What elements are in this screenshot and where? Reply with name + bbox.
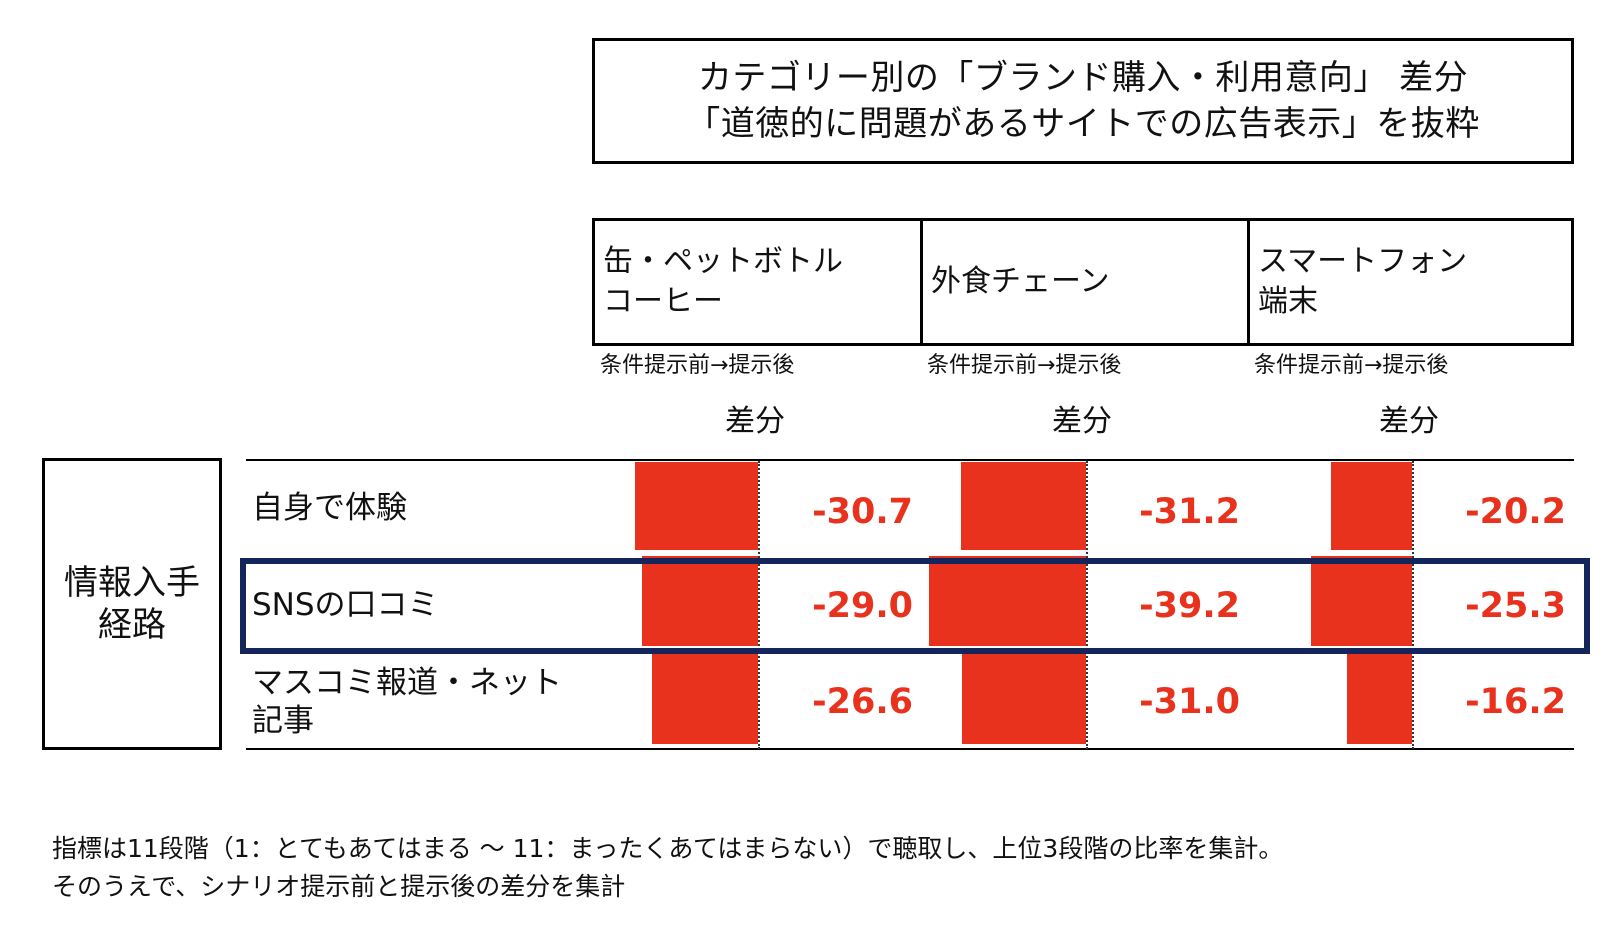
value-label-restaurant-row-2: -31.0 [1139, 682, 1240, 722]
diff-label-restaurant: 差分 [1052, 404, 1112, 439]
row-label-line-2: 記事 [252, 703, 314, 739]
diff-label-smartphone: 差分 [1379, 404, 1439, 439]
value-label-smartphone-row-2: -16.2 [1465, 682, 1566, 722]
category-header-smartphone: スマートフォン 端末 [1247, 218, 1574, 346]
row-label-sns: SNSの口コミ [252, 585, 439, 625]
category-note-restaurant: 条件提示前→提示後 [927, 353, 1122, 378]
value-label-coffee-row-2: -26.6 [812, 682, 913, 722]
bar-restaurant-row-2 [962, 652, 1086, 744]
category-header-line-1: 外食チェーン [931, 264, 1110, 299]
row-label-line-1: SNSの口コミ [252, 587, 439, 623]
value-label-restaurant-row-1: -39.2 [1139, 586, 1240, 626]
zero-axis-smartphone [1412, 461, 1414, 749]
table-top-rule [246, 459, 1574, 461]
row-label-line-1: 自身で体験 [252, 490, 407, 526]
category-header-coffee: 缶・ペットボトル コーヒー [592, 218, 923, 346]
category-note-smartphone: 条件提示前→提示後 [1254, 353, 1449, 378]
value-label-restaurant-row-0: -31.2 [1139, 492, 1240, 532]
category-header-line-1: スマートフォン [1258, 244, 1468, 279]
footnote-line-2: そのうえで、シナリオ提示前と提示後の差分を集計 [52, 872, 626, 901]
table-bottom-rule [246, 748, 1574, 750]
bar-smartphone-row-2 [1347, 652, 1412, 744]
category-header-line-1: 缶・ペットボトル [603, 244, 843, 279]
bar-coffee-row-2 [651, 652, 758, 744]
bar-coffee-row-0 [635, 462, 758, 550]
zero-axis-restaurant [1086, 461, 1088, 749]
row-group-label-box: 情報入手 経路 [42, 458, 222, 750]
row-label-self-experience: 自身で体験 [252, 488, 407, 528]
row-group-label-line-1: 情報入手 [64, 563, 200, 603]
bar-coffee-row-1 [642, 556, 758, 646]
bar-restaurant-row-0 [961, 462, 1086, 550]
bar-smartphone-row-0 [1331, 462, 1412, 550]
zero-axis-coffee [758, 461, 760, 749]
bar-restaurant-row-1 [929, 556, 1086, 646]
category-header-restaurant: 外食チェーン [920, 218, 1250, 346]
value-label-smartphone-row-0: -20.2 [1465, 492, 1566, 532]
category-note-coffee: 条件提示前→提示後 [600, 353, 795, 378]
footnote-line-1: 指標は11段階（1：とてもあてはまる ～ 11：まったくあてはまらない）で聴取し… [52, 834, 1284, 863]
row-group-label-line-2: 経路 [98, 605, 166, 645]
row-label-line-1: マスコミ報道・ネット [252, 665, 562, 701]
value-label-coffee-row-0: -30.7 [812, 492, 913, 532]
chart-title-box: カテゴリー別の「ブランド購入・利用意向」 差分 「道徳的に問題があるサイトでの広… [592, 38, 1574, 164]
value-label-coffee-row-1: -29.0 [812, 586, 913, 626]
category-header-line-2: 端末 [1258, 284, 1318, 319]
chart-title-line-2: 「道徳的に問題があるサイトでの広告表示」を抜粋 [686, 104, 1480, 144]
category-header-line-2: コーヒー [603, 284, 723, 319]
chart-title-line-1: カテゴリー別の「ブランド購入・利用意向」 差分 [697, 58, 1469, 98]
bar-smartphone-row-1 [1310, 556, 1412, 646]
value-label-smartphone-row-1: -25.3 [1465, 586, 1566, 626]
row-label-media-news: マスコミ報道・ネット 記事 [252, 664, 562, 740]
diff-label-coffee: 差分 [725, 404, 785, 439]
sns-row-highlight-frame [240, 558, 1590, 654]
footnote: 指標は11段階（1：とてもあてはまる ～ 11：まったくあてはまらない）で聴取し… [52, 830, 1283, 906]
